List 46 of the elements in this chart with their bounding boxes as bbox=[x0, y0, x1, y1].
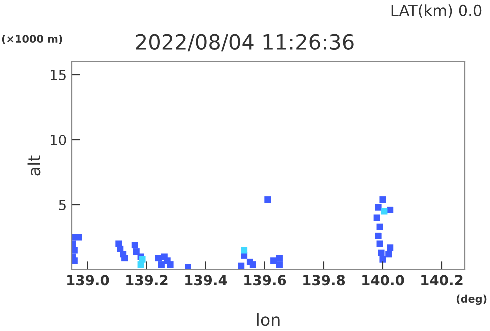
chart-title: 2022/08/04 11:26:36 bbox=[136, 34, 354, 52]
x-tick-label: 140.0 bbox=[362, 275, 404, 286]
point bbox=[167, 262, 174, 268]
y-tick-label: 10 bbox=[50, 134, 66, 146]
point bbox=[380, 256, 386, 263]
point bbox=[276, 262, 283, 268]
x-tick-label: 140.2 bbox=[422, 275, 463, 286]
point bbox=[264, 196, 272, 204]
point bbox=[387, 206, 394, 214]
point bbox=[76, 234, 82, 241]
point bbox=[381, 208, 388, 215]
point bbox=[375, 232, 382, 240]
point bbox=[376, 224, 384, 230]
point bbox=[375, 204, 382, 211]
point bbox=[276, 255, 283, 262]
x-tick-label: 139.0 bbox=[68, 275, 110, 286]
x-tick-label: 139.8 bbox=[304, 275, 346, 286]
y-tick-label: 5 bbox=[59, 200, 66, 210]
y-axis-title: alt bbox=[28, 156, 41, 176]
point bbox=[155, 255, 162, 262]
point bbox=[158, 262, 165, 268]
point bbox=[238, 262, 245, 270]
point bbox=[376, 240, 384, 248]
chart-subtitle: LAT(km) 0.0 bbox=[392, 4, 482, 18]
point bbox=[72, 258, 78, 264]
point bbox=[139, 256, 146, 263]
x-tick-label: 139.2 bbox=[126, 275, 168, 286]
point bbox=[133, 248, 140, 256]
point bbox=[72, 247, 78, 254]
point bbox=[122, 255, 128, 262]
text: (×1000 m) bbox=[2, 34, 62, 44]
point bbox=[184, 264, 192, 270]
text: (deg) bbox=[456, 294, 487, 306]
x-axis-title: lon bbox=[257, 313, 280, 326]
x-tick-label: 139.6 bbox=[244, 275, 286, 286]
point bbox=[250, 262, 256, 268]
point bbox=[241, 247, 248, 254]
point bbox=[378, 250, 385, 256]
point bbox=[386, 251, 392, 258]
point bbox=[380, 196, 386, 204]
x-tick-label: 139.4 bbox=[186, 275, 228, 286]
point bbox=[387, 244, 394, 252]
point bbox=[132, 242, 138, 249]
point bbox=[270, 258, 278, 264]
point bbox=[374, 214, 380, 222]
y-tick-label: 15 bbox=[50, 70, 66, 80]
